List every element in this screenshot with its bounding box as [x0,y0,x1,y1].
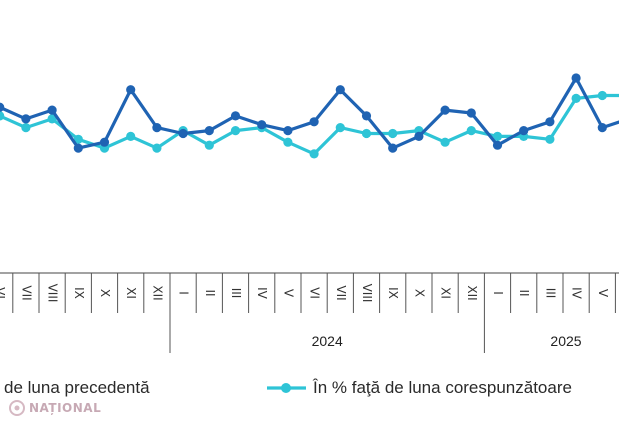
x-tick-label: IV [570,287,584,300]
x-tick-label: III [543,288,557,299]
year-label-1: 2024 [312,333,343,349]
series-2-point [361,128,372,139]
x-tick-label: XI [439,287,453,299]
series-1-point [0,102,5,112]
series-1-point [440,105,450,115]
series-2-point [571,93,581,103]
series-1-point [361,111,372,121]
series-1-point [414,131,424,141]
series-1-point [519,126,529,136]
series-2-point [283,137,293,147]
series-1-point [126,85,136,95]
series-1-point [178,128,188,139]
series-2-point [388,128,398,139]
series-2-point [21,123,31,133]
series-1-point [335,85,345,95]
x-tick-label: IV [255,287,269,300]
x-tick-label: IX [386,287,400,299]
series-1-point [283,126,293,136]
x-tick-label: I [491,291,505,295]
series-1 [0,73,619,153]
series-2-point [440,137,450,147]
x-tick-label: VIII [360,284,374,303]
series-2-point [597,90,607,101]
series-1-point [73,143,83,153]
series-2-point [466,126,476,136]
series-1-point [152,123,162,133]
series-1-point [230,111,241,121]
series-1-point [492,140,503,150]
series-1-point [466,108,476,118]
x-tick-label: V [596,289,610,298]
series-2-point [230,126,241,136]
series-2-point [335,123,345,133]
watermark-logo: NAȚIONAL [9,400,101,416]
x-tick-label: IX [72,287,86,299]
x-tick-label: X [412,289,426,297]
series-layer [0,73,619,159]
series-2-point [126,131,136,141]
legend-label-1: de luna precedentă [4,378,150,397]
series-2-point [545,134,555,144]
legend-marker-2 [281,383,291,393]
series-1-point [257,120,267,130]
series-1-point [204,126,214,136]
x-tick-label: XII [465,285,479,300]
series-1-point [571,73,581,83]
series-2-point [0,111,5,121]
x-axis: VVIVIIVIIIIXXXIXIIIIIIIIIVVVIVIIVIIIIXXX… [0,272,619,353]
legend-entry-1: de luna precedentă [4,378,150,397]
series-1-point [99,137,110,147]
series-1-point [597,123,607,133]
series-2-point [309,149,319,159]
watermark-icon [9,400,25,416]
watermark-text: NAȚIONAL [29,401,101,415]
x-tick-label: I [177,291,191,295]
x-tick-label: XI [124,287,138,299]
legend-entry-2: În % faţă de luna corespunzătoare [267,378,572,397]
series-2-point [73,134,83,144]
series-2-point [204,140,214,150]
series-1-point [47,105,57,115]
x-tick-label: III [229,288,243,299]
x-tick-label: VII [19,285,33,300]
series-1-point [388,143,398,153]
series-2-point [152,143,162,153]
x-tick-label: II [203,289,217,296]
x-tick-label: V [281,289,295,298]
legend-label-2: În % faţă de luna corespunzătoare [312,378,572,397]
legend: de luna precedentă În % faţă de luna cor… [4,378,572,397]
x-tick-label: VI [308,287,322,299]
x-tick-label: X [98,289,112,297]
x-tick-label: XII [150,285,164,300]
x-tick-label: VIII [46,284,60,303]
year-label-2: 2025 [550,333,581,349]
series-2-point [47,114,57,124]
x-tick-label: VII [334,285,348,300]
series-1-point [309,117,319,127]
series-1-point [21,114,31,124]
series-1-point [545,117,555,127]
x-tick-label: II [517,289,531,296]
watermark-icon-dot [14,405,20,411]
series-2-point [492,131,503,141]
x-tick-label: VI [0,287,7,299]
